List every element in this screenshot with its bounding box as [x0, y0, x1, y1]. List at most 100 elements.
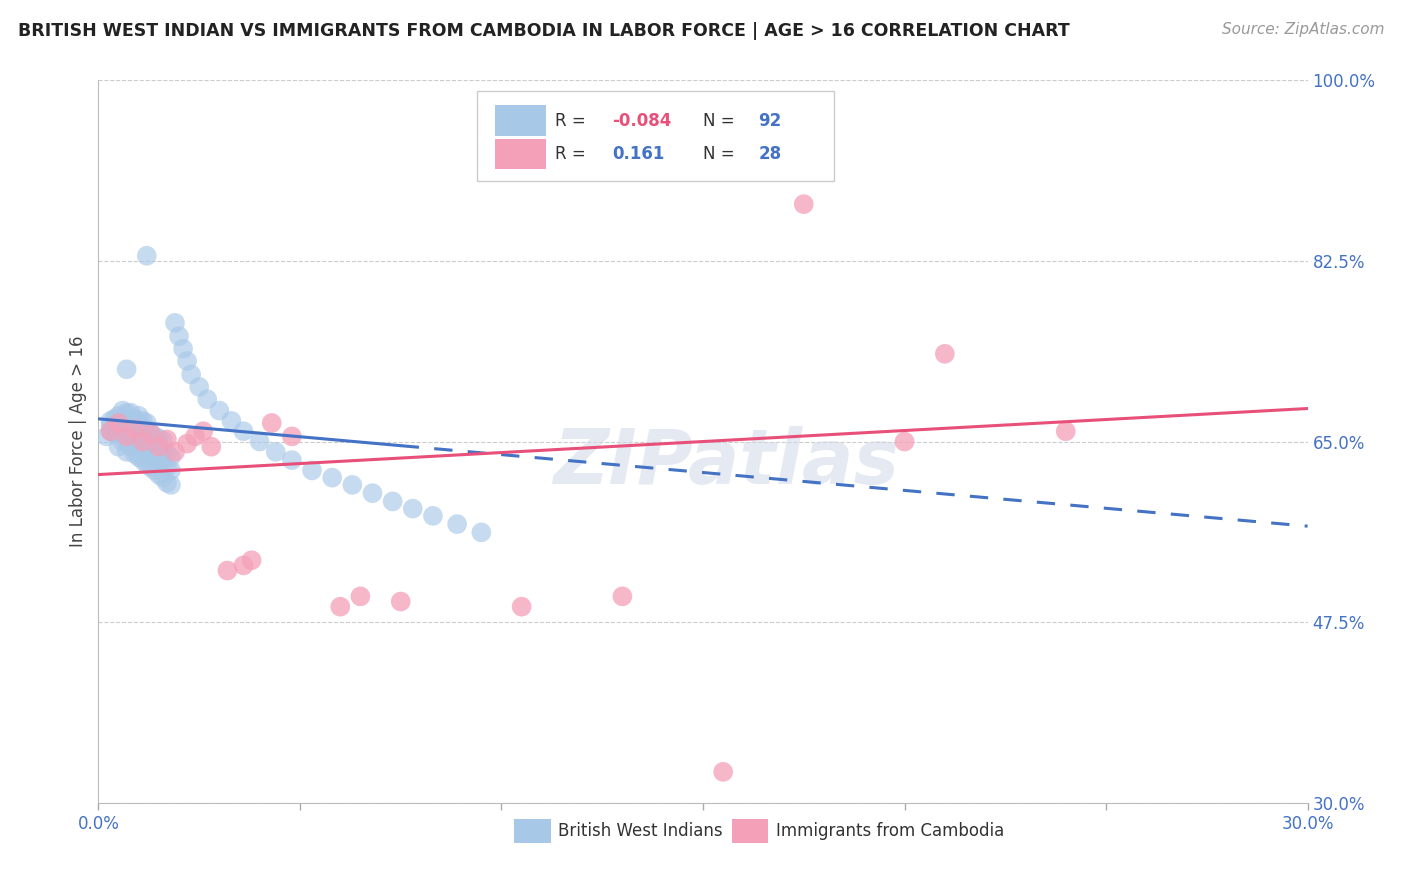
- Point: [103, 426, 125, 441]
- Point: [124, 422, 146, 436]
- Point: [422, 508, 444, 523]
- Text: Source: ZipAtlas.com: Source: ZipAtlas.com: [1222, 22, 1385, 37]
- Point: [329, 599, 352, 614]
- Point: [180, 368, 202, 382]
- Point: [139, 426, 162, 441]
- Point: [163, 316, 186, 330]
- Point: [128, 416, 150, 430]
- Point: [124, 426, 146, 441]
- Point: [281, 429, 304, 443]
- Point: [124, 447, 146, 461]
- Y-axis label: In Labor Force | Age > 16: In Labor Force | Age > 16: [69, 335, 87, 548]
- Point: [135, 457, 157, 471]
- FancyBboxPatch shape: [477, 91, 834, 181]
- Text: -0.084: -0.084: [613, 112, 672, 129]
- Point: [361, 486, 384, 500]
- Point: [711, 764, 734, 779]
- Point: [402, 501, 425, 516]
- Point: [156, 447, 179, 461]
- Point: [124, 436, 146, 450]
- Point: [128, 450, 150, 464]
- Point: [132, 421, 155, 435]
- Point: [132, 414, 155, 428]
- Point: [156, 433, 179, 447]
- Point: [470, 525, 492, 540]
- Text: ZIPatlas: ZIPatlas: [554, 426, 900, 500]
- Text: N =: N =: [703, 145, 740, 163]
- Point: [139, 460, 162, 475]
- Point: [389, 594, 412, 608]
- Point: [115, 429, 138, 443]
- Point: [115, 445, 138, 459]
- Point: [156, 475, 179, 490]
- Point: [232, 424, 254, 438]
- Point: [152, 457, 174, 471]
- Point: [188, 380, 211, 394]
- Point: [115, 362, 138, 376]
- Point: [107, 409, 129, 423]
- Point: [135, 249, 157, 263]
- Point: [107, 424, 129, 438]
- Point: [143, 440, 166, 454]
- Point: [301, 463, 323, 477]
- Point: [100, 414, 122, 428]
- Point: [176, 354, 198, 368]
- Point: [208, 403, 231, 417]
- Point: [152, 434, 174, 448]
- Point: [148, 442, 170, 456]
- Point: [221, 414, 243, 428]
- Point: [281, 453, 304, 467]
- Point: [100, 419, 122, 434]
- Point: [107, 416, 129, 430]
- Point: [200, 440, 222, 454]
- Text: 92: 92: [759, 112, 782, 129]
- Point: [148, 467, 170, 482]
- Point: [143, 429, 166, 443]
- Point: [135, 416, 157, 430]
- Point: [934, 347, 956, 361]
- Point: [160, 463, 183, 477]
- Point: [96, 429, 118, 443]
- Point: [217, 564, 239, 578]
- Point: [115, 422, 138, 436]
- Point: [135, 424, 157, 438]
- Point: [321, 470, 343, 484]
- Point: [135, 445, 157, 459]
- Point: [128, 409, 150, 423]
- Point: [793, 197, 815, 211]
- Point: [143, 463, 166, 477]
- Point: [148, 440, 170, 454]
- Text: 28: 28: [759, 145, 782, 163]
- Point: [107, 416, 129, 430]
- Point: [120, 414, 142, 428]
- Point: [160, 450, 183, 464]
- Point: [120, 440, 142, 454]
- Point: [264, 445, 287, 459]
- Point: [260, 416, 283, 430]
- Point: [152, 445, 174, 459]
- FancyBboxPatch shape: [515, 819, 551, 843]
- Text: British West Indians: British West Indians: [558, 822, 723, 840]
- Point: [103, 421, 125, 435]
- Text: R =: R =: [555, 112, 592, 129]
- Text: 0.161: 0.161: [613, 145, 665, 163]
- Point: [128, 424, 150, 438]
- Point: [107, 440, 129, 454]
- Point: [139, 447, 162, 461]
- Text: N =: N =: [703, 112, 740, 129]
- Point: [111, 403, 134, 417]
- Point: [132, 453, 155, 467]
- Point: [124, 412, 146, 426]
- Point: [349, 590, 371, 604]
- Point: [156, 460, 179, 475]
- Point: [195, 392, 218, 407]
- Point: [135, 434, 157, 449]
- Point: [111, 434, 134, 449]
- FancyBboxPatch shape: [733, 819, 768, 843]
- Point: [120, 421, 142, 435]
- Point: [893, 434, 915, 449]
- Point: [132, 434, 155, 449]
- Point: [111, 419, 134, 434]
- Point: [172, 342, 194, 356]
- Point: [148, 453, 170, 467]
